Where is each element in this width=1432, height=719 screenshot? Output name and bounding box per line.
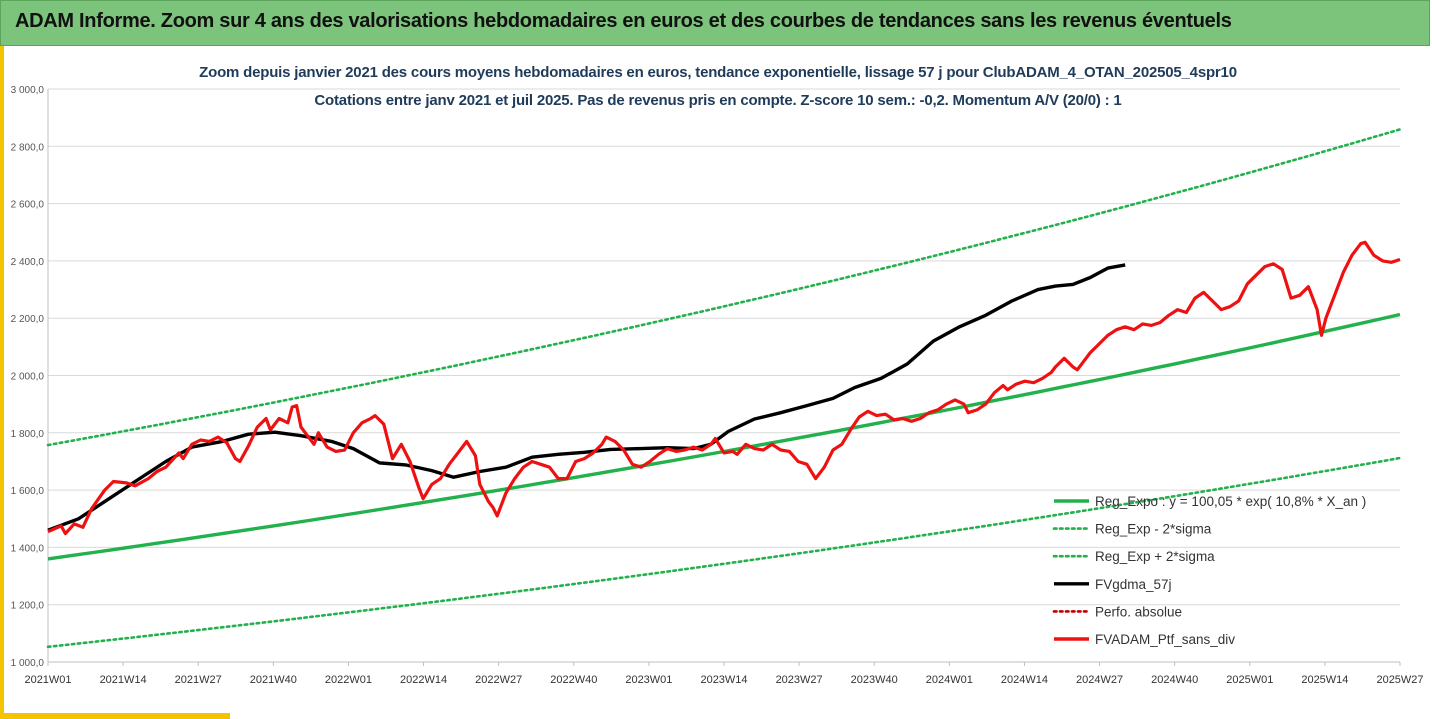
- x-tick-label: 2022W14: [400, 674, 447, 686]
- x-tick-label: 2021W27: [175, 674, 222, 686]
- y-tick-label: 1 600,0: [11, 486, 45, 497]
- x-tick-label: 2021W14: [100, 674, 147, 686]
- x-tick-label: 2022W01: [325, 674, 372, 686]
- x-tick-label: 2021W40: [250, 674, 297, 686]
- line-chart: 1 000,0 1 200,0 1 400,0 1 600,0 1 800,0 2 000…: [11, 85, 1424, 686]
- x-tick-label: 2025W14: [1301, 674, 1348, 686]
- x-tick-label: 2022W40: [550, 674, 597, 686]
- chart-subtitle: Cotations entre janv 2021 et juil 2025. …: [314, 92, 1122, 109]
- x-tick-label: 2025W27: [1376, 674, 1423, 686]
- y-tick-label: 2 800,0: [11, 142, 45, 153]
- left-accent-bar: [0, 46, 4, 719]
- x-tick-label: 2025W01: [1226, 674, 1273, 686]
- x-tick-label: 2021W01: [24, 674, 71, 686]
- x-tick-label: 2024W14: [1001, 674, 1048, 686]
- y-tick-label: 1 800,0: [11, 429, 45, 440]
- legend-label: FVADAM_Ptf_sans_div: [1095, 632, 1235, 647]
- series-line-2: [46, 128, 1402, 447]
- legend-label: FVgdma_57j: [1095, 577, 1172, 592]
- x-tick-label: 2023W27: [776, 674, 823, 686]
- header-bar: ADAM Informe. Zoom sur 4 ans des valoris…: [0, 0, 1430, 46]
- x-tick-label: 2023W14: [700, 674, 747, 686]
- y-tick-label: 1 200,0: [11, 601, 45, 612]
- x-tick-label: 2023W40: [851, 674, 898, 686]
- legend-label: Reg_Exp + 2*sigma: [1095, 549, 1215, 564]
- chart-title: Zoom depuis janvier 2021 des cours moyen…: [199, 64, 1237, 81]
- legend-label: Reg_Expo : y = 100,05 * exp( 10,8% * X_a…: [1095, 494, 1366, 509]
- x-tick-label: 2024W01: [926, 674, 973, 686]
- series-line-5: [47, 240, 1401, 536]
- series-line-1: [46, 456, 1402, 649]
- legend-label: Reg_Exp - 2*sigma: [1095, 522, 1212, 537]
- page-title: ADAM Informe. Zoom sur 4 ans des valoris…: [15, 10, 1232, 32]
- chart-area: Zoom depuis janvier 2021 des cours moyen…: [4, 46, 1432, 719]
- x-tick-label: 2024W27: [1076, 674, 1123, 686]
- y-tick-label: 2 600,0: [11, 200, 45, 211]
- y-tick-label: 2 400,0: [11, 257, 45, 268]
- y-tick-label: 2 200,0: [11, 314, 45, 325]
- y-tick-label: 1 000,0: [11, 658, 45, 669]
- bottom-accent-strip: [0, 713, 230, 719]
- y-tick-label: 2 000,0: [11, 372, 45, 383]
- x-tick-label: 2024W40: [1151, 674, 1198, 686]
- legend-label: Perfo. absolue: [1095, 604, 1182, 619]
- y-tick-label: 3 000,0: [11, 85, 45, 96]
- x-tick-label: 2023W01: [625, 674, 672, 686]
- y-tick-label: 1 400,0: [11, 543, 45, 554]
- x-tick-label: 2022W27: [475, 674, 522, 686]
